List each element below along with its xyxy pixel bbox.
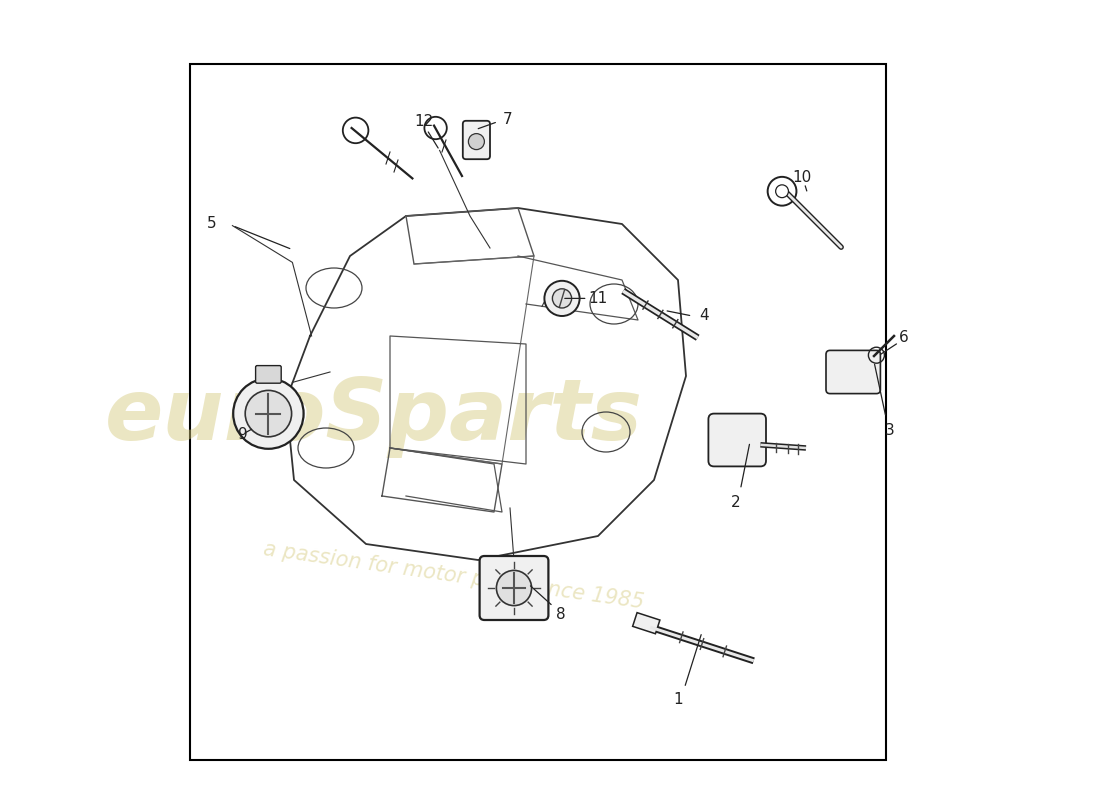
Text: 7: 7 xyxy=(503,112,513,126)
Circle shape xyxy=(544,281,580,316)
Text: 3: 3 xyxy=(884,423,894,438)
FancyBboxPatch shape xyxy=(826,350,880,394)
Polygon shape xyxy=(632,613,660,634)
FancyBboxPatch shape xyxy=(480,556,549,620)
Text: 5: 5 xyxy=(207,217,217,231)
Circle shape xyxy=(776,185,789,198)
FancyBboxPatch shape xyxy=(708,414,766,466)
Text: 8: 8 xyxy=(557,607,566,622)
Text: a passion for motor parts since 1985: a passion for motor parts since 1985 xyxy=(263,539,646,613)
Circle shape xyxy=(245,390,292,437)
Circle shape xyxy=(469,134,484,150)
Circle shape xyxy=(233,378,304,449)
Text: 10: 10 xyxy=(792,170,812,185)
FancyBboxPatch shape xyxy=(255,366,282,383)
Text: 9: 9 xyxy=(238,427,248,442)
Text: 1: 1 xyxy=(673,693,683,707)
Circle shape xyxy=(552,289,572,308)
Text: euroSparts: euroSparts xyxy=(104,374,644,458)
Text: 12: 12 xyxy=(414,114,433,129)
Text: 2: 2 xyxy=(730,495,740,510)
Circle shape xyxy=(496,570,531,606)
Text: 11: 11 xyxy=(588,291,607,306)
Text: 6: 6 xyxy=(899,330,909,345)
Bar xyxy=(190,64,886,760)
FancyBboxPatch shape xyxy=(463,121,490,159)
Text: 4: 4 xyxy=(698,309,708,323)
